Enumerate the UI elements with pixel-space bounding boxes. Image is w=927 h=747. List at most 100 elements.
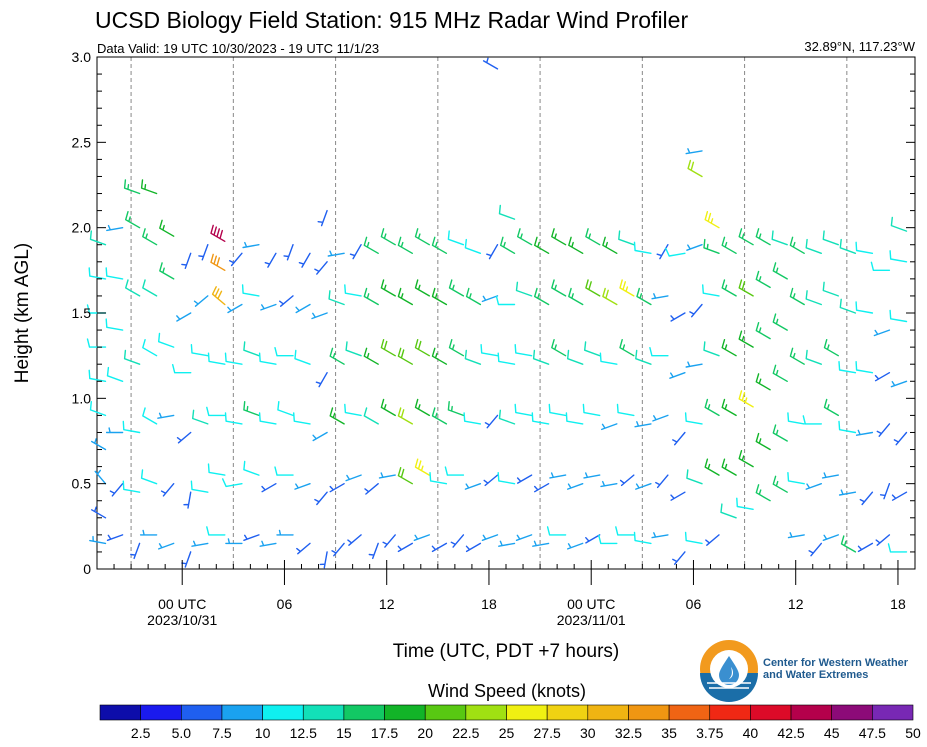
colorbar-swatch <box>424 704 467 721</box>
wind-barb <box>822 534 839 541</box>
wind-barb <box>672 551 686 565</box>
wind-barb <box>431 287 448 306</box>
wind-barb <box>311 312 328 320</box>
colorbar-label: 17.5 <box>371 725 398 741</box>
wind-barb <box>140 179 158 195</box>
wind-barb <box>431 236 448 254</box>
wind-barb <box>874 372 891 382</box>
wind-barb <box>274 347 294 357</box>
wind-barb <box>771 230 788 246</box>
wind-barb <box>142 339 158 357</box>
wind-barb <box>283 244 294 261</box>
wind-barb <box>222 478 243 488</box>
wind-barb <box>548 403 567 417</box>
colorbar-label: 25 <box>499 725 515 741</box>
wind-barb <box>243 460 260 476</box>
x-tick-sublabel: 2023/10/31 <box>147 612 217 628</box>
wind-barb <box>176 312 192 322</box>
wind-barb <box>583 472 601 479</box>
wind-barb <box>876 423 891 437</box>
wind-barb <box>259 540 277 547</box>
wind-barb <box>585 279 601 297</box>
wind-barb <box>328 290 345 306</box>
wind-barb <box>211 286 226 306</box>
wind-barb <box>486 244 499 260</box>
wind-barb <box>331 542 345 557</box>
wind-barb <box>855 241 874 254</box>
wind-barb <box>364 483 379 495</box>
y-tick-label: 2.5 <box>72 134 92 150</box>
wind-barb <box>329 347 345 365</box>
wind-barb <box>515 281 533 297</box>
wind-barb <box>633 531 652 545</box>
colorbar-label: 32.5 <box>615 725 642 741</box>
wind-barb <box>447 230 465 246</box>
wind-barb <box>498 409 516 425</box>
colorbar-label: 40 <box>743 725 759 741</box>
wind-barb <box>444 466 465 476</box>
wind-barb <box>91 438 107 451</box>
wind-barb <box>378 472 396 479</box>
wind-barb <box>585 228 601 246</box>
wind-barb <box>229 252 243 267</box>
wind-barb <box>703 341 720 357</box>
wind-barb <box>805 349 822 365</box>
wind-barb <box>380 279 396 297</box>
colorbar-swatch <box>831 704 873 721</box>
wind-barb <box>823 339 839 357</box>
wind-barb <box>822 281 839 297</box>
x-tick-label: 06 <box>686 596 702 612</box>
wind-barb <box>315 372 328 388</box>
wind-barb <box>130 542 141 560</box>
wind-barb <box>227 303 243 314</box>
wind-barb <box>772 424 788 442</box>
wind-barb <box>191 540 209 547</box>
wind-barb <box>225 538 243 545</box>
wind-barb <box>380 228 396 246</box>
wind-barb <box>481 295 499 303</box>
wind-barb <box>736 497 754 510</box>
wind-barb <box>279 295 294 307</box>
wind-barb <box>618 230 635 246</box>
wind-barb <box>363 236 379 254</box>
wind-barb <box>879 483 891 500</box>
wind-barb <box>380 339 396 357</box>
colorbar-label: 45 <box>824 725 840 741</box>
logo-text: Center for Western Weather and Water Ext… <box>763 657 923 681</box>
wind-barb <box>787 532 805 539</box>
wind-barb <box>464 349 482 365</box>
wind-barb <box>738 390 754 408</box>
wind-barb <box>635 483 652 490</box>
wind-barb <box>823 398 839 417</box>
wind-barb <box>755 228 771 246</box>
wind-barb <box>140 469 158 485</box>
wind-barb <box>551 228 567 246</box>
wind-barb <box>805 290 822 306</box>
wind-barb <box>567 349 584 365</box>
wind-barb <box>397 236 413 254</box>
plot-frame <box>96 56 916 570</box>
wind-barb <box>431 407 448 425</box>
wind-barb <box>89 401 107 417</box>
wind-barb <box>495 295 516 306</box>
wind-barb <box>721 398 737 417</box>
wind-barb <box>532 349 550 365</box>
wind-barb <box>893 431 908 446</box>
x-tick-label: 00 UTC <box>158 596 206 612</box>
wind-barb <box>565 412 584 425</box>
wind-barb <box>294 349 311 365</box>
wind-barb <box>497 472 516 485</box>
wind-barb <box>276 529 294 536</box>
wind-barb <box>429 472 448 485</box>
wind-barb <box>635 349 652 365</box>
colorbar-swatch <box>790 704 832 721</box>
wind-barb <box>88 267 107 280</box>
wind-barb <box>125 279 141 297</box>
wind-barb <box>599 352 618 365</box>
wind-barb <box>176 431 192 444</box>
x-tick-label: 00 UTC <box>567 596 615 612</box>
wind-barb <box>665 247 686 257</box>
wind-barb <box>686 469 703 485</box>
wind-barb <box>122 480 141 493</box>
colorbar-label: 42.5 <box>777 725 804 741</box>
